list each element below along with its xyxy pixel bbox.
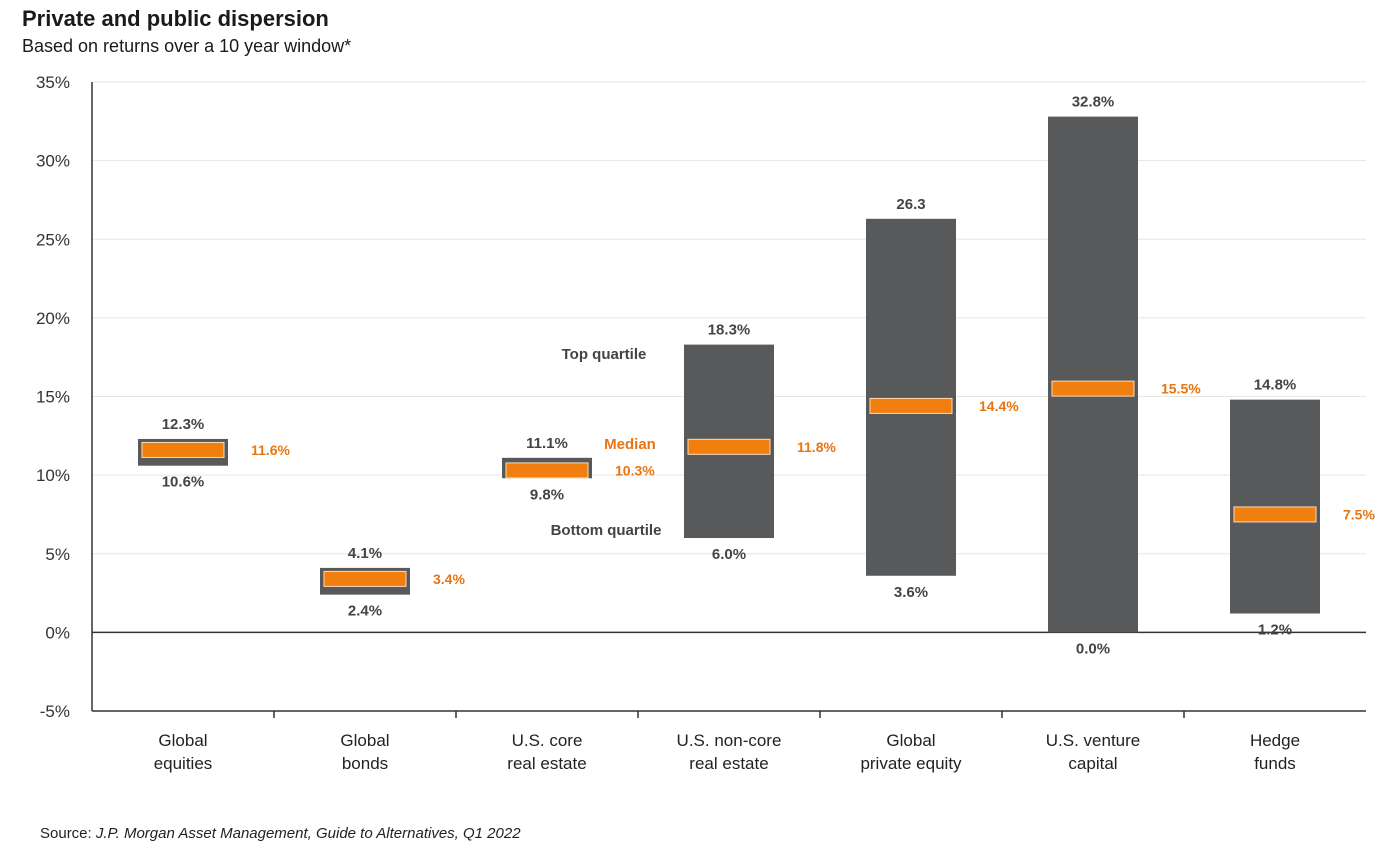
median-label: 14.4%: [979, 398, 1019, 414]
y-tick-label: 15%: [36, 388, 70, 407]
top-quartile-label: 12.3%: [162, 416, 205, 433]
annotation-top-quartile: Top quartile: [562, 346, 647, 363]
category-label: real estate: [689, 754, 768, 773]
y-tick-label: -5%: [40, 702, 70, 721]
category-label: U.S. core: [512, 731, 583, 750]
top-quartile-label: 11.1%: [526, 435, 568, 452]
bottom-quartile-label: 0.0%: [1076, 640, 1110, 657]
top-quartile-label: 14.8%: [1254, 377, 1297, 394]
annotation-bottom-quartile: Bottom quartile: [551, 522, 662, 539]
category-label: U.S. non-core: [677, 731, 782, 750]
bottom-quartile-label: 3.6%: [894, 584, 928, 601]
median-marker: [323, 570, 407, 587]
top-quartile-label: 26.3: [896, 196, 925, 213]
source-note: Source: J.P. Morgan Asset Management, Gu…: [40, 825, 521, 842]
bottom-quartile-label: 6.0%: [712, 546, 746, 563]
median-label: 11.8%: [797, 439, 836, 455]
category-label: bonds: [342, 754, 388, 773]
category-label: Global: [340, 731, 389, 750]
quartile-range-bar: [1048, 116, 1138, 633]
y-tick-label: 25%: [36, 230, 70, 249]
category-label: Global: [158, 731, 207, 750]
category-label: Hedge: [1250, 731, 1300, 750]
y-tick-label: 5%: [45, 545, 70, 564]
top-quartile-label: 18.3%: [708, 322, 751, 339]
quartile-range-bar: [866, 218, 956, 576]
median-marker: [1051, 380, 1135, 397]
bottom-quartile-label: 1.2%: [1258, 622, 1292, 639]
median-label: 7.5%: [1343, 506, 1375, 522]
category-label: U.S. venture: [1046, 731, 1141, 750]
median-marker: [505, 462, 589, 479]
median-marker: [869, 397, 953, 414]
annotation-median: Median: [604, 436, 656, 453]
median-marker: [1233, 506, 1317, 523]
bottom-quartile-label: 10.6%: [162, 474, 205, 491]
top-quartile-label: 4.1%: [348, 545, 382, 562]
median-label: 11.6%: [251, 442, 290, 458]
y-tick-label: 30%: [36, 152, 70, 171]
category-label: capital: [1068, 754, 1117, 773]
median-label: 15.5%: [1161, 381, 1201, 397]
y-tick-label: 20%: [36, 309, 70, 328]
median-label: 10.3%: [615, 462, 655, 478]
median-marker: [687, 438, 771, 455]
y-tick-label: 10%: [36, 466, 70, 485]
median-label: 3.4%: [433, 571, 465, 587]
source-text: J.P. Morgan Asset Management, Guide to A…: [95, 825, 521, 842]
category-label: equities: [154, 754, 213, 773]
source-prefix: Source:: [40, 825, 96, 842]
chart-subtitle: Based on returns over a 10 year window*: [22, 36, 352, 56]
y-tick-label: 0%: [45, 623, 70, 642]
category-label: private equity: [860, 754, 962, 773]
median-marker: [141, 441, 225, 458]
bottom-quartile-label: 9.8%: [530, 486, 564, 503]
category-label: funds: [1254, 754, 1296, 773]
category-label: real estate: [507, 754, 586, 773]
chart-title: Private and public dispersion: [22, 6, 329, 31]
bottom-quartile-label: 2.4%: [348, 603, 382, 620]
category-label: Global: [886, 731, 935, 750]
top-quartile-label: 32.8%: [1072, 94, 1115, 111]
y-tick-label: 35%: [36, 73, 70, 92]
